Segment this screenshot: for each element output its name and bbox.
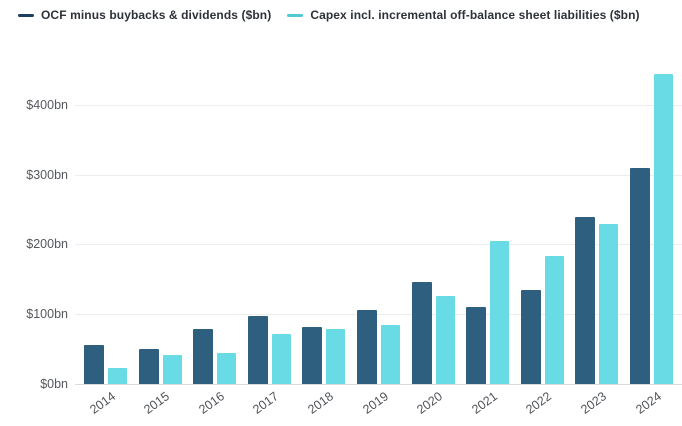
bar-ocf-2015 xyxy=(138,349,159,384)
y-tick-label-0: $0bn xyxy=(40,377,68,391)
bar-ocf-2018 xyxy=(302,327,323,384)
x-tick-label-2018: 2018 xyxy=(305,389,336,417)
y-tick-label-200: $200bn xyxy=(26,237,68,252)
bar-capex-2022 xyxy=(544,255,564,384)
y-tick-label-300: $300bn xyxy=(26,167,68,182)
legend-label-ocf: OCF minus buybacks & dividends ($bn) xyxy=(41,8,272,22)
x-tick-label-2020: 2020 xyxy=(414,389,446,417)
legend-item-capex: Capex incl. incremental off-balance shee… xyxy=(287,8,640,22)
x-tick-label-2024: 2024 xyxy=(632,389,664,417)
bar-ocf-2019 xyxy=(357,310,377,384)
bar-capex-2021 xyxy=(490,240,510,384)
x-tick-label-2022: 2022 xyxy=(523,389,555,417)
x-tick-label-2021: 2021 xyxy=(468,389,500,417)
bar-capex-2017 xyxy=(271,334,291,384)
gridline-400 xyxy=(75,104,682,106)
legend-label-capex: Capex incl. incremental off-balance shee… xyxy=(310,8,640,22)
y-tick-label-100: $100bn xyxy=(26,307,68,322)
ocf-legend-dash-icon xyxy=(18,13,34,17)
bar-ocf-2017 xyxy=(247,315,268,384)
bar-capex-2014 xyxy=(108,367,127,384)
bar-ocf-2014 xyxy=(84,344,104,384)
bar-capex-2020 xyxy=(435,296,455,384)
y-tick-label-400: $400bn xyxy=(26,97,68,112)
gridline-0 xyxy=(75,384,682,385)
bar-ocf-2022 xyxy=(520,289,541,384)
x-tick-label-2023: 2023 xyxy=(578,389,609,417)
bar-capex-2019 xyxy=(381,324,400,384)
x-tick-label-2014: 2014 xyxy=(86,389,118,417)
x-tick-label-2015: 2015 xyxy=(141,389,173,417)
gridline-300 xyxy=(75,174,682,176)
capex-legend-dash-icon xyxy=(287,13,304,17)
bar-capex-2015 xyxy=(162,354,182,384)
bar-ocf-2023 xyxy=(575,217,596,384)
bar-ocf-2016 xyxy=(193,328,214,384)
bar-capex-2018 xyxy=(326,328,346,384)
bar-ocf-2020 xyxy=(411,282,432,384)
bar-ocf-2024 xyxy=(630,167,650,384)
bar-capex-2023 xyxy=(599,223,619,384)
bar-capex-2024 xyxy=(654,74,673,384)
bar-capex-2016 xyxy=(217,353,237,384)
x-tick-label-2019: 2019 xyxy=(359,389,391,417)
gridline-200 xyxy=(75,244,682,246)
x-tick-label-2016: 2016 xyxy=(195,389,227,417)
bar-ocf-2021 xyxy=(466,307,487,384)
plot-area xyxy=(75,70,682,385)
x-tick-label-2017: 2017 xyxy=(250,389,282,417)
gridline-100 xyxy=(75,314,682,316)
legend: OCF minus buybacks & dividends ($bn) Cape… xyxy=(18,8,640,22)
legend-item-ocf: OCF minus buybacks & dividends ($bn) xyxy=(18,8,271,22)
